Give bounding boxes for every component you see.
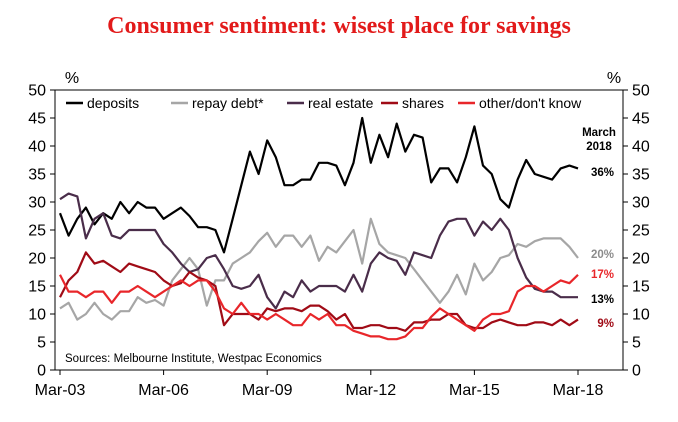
series-line-shares: [59, 251, 579, 332]
y-tick-label-right: 10: [632, 307, 650, 324]
y-axis-right: 0 5 10 15 20 25 30 35 40 45 50: [623, 83, 650, 380]
y-axis-unit-right: %: [607, 70, 621, 87]
end-labels: 36% 20% 13% 9% 17%: [591, 167, 614, 330]
y-tick-label-right: 45: [632, 111, 650, 128]
legend-label: repay debt*: [192, 95, 264, 111]
y-tick-label-left: 5: [37, 335, 46, 352]
end-label: 36%: [591, 167, 614, 179]
y-tick-label-left: 45: [28, 111, 46, 128]
end-label: 17%: [591, 269, 614, 281]
legend-label: deposits: [87, 95, 139, 111]
end-label: 9%: [597, 318, 614, 330]
x-axis: Mar-03 Mar-06 Mar-09 Mar-12 Mar-15 Mar-18: [35, 370, 604, 399]
y-tick-label-left: 20: [28, 251, 46, 268]
chart-title: Consumer sentiment: wisest place for sav…: [107, 13, 571, 39]
y-tick-label-left: 50: [28, 83, 46, 100]
y-tick-label-right: 20: [632, 251, 650, 268]
y-tick-label-right: 25: [632, 223, 650, 240]
source-note: Sources: Melbourne Institute, Westpac Ec…: [65, 353, 322, 365]
x-tick-label: Mar-03: [35, 382, 86, 399]
y-tick-label-right: 5: [632, 335, 641, 352]
end-label: 13%: [591, 294, 614, 306]
y-tick-label-left: 35: [28, 167, 46, 184]
x-tick-label: Mar-09: [242, 382, 293, 399]
x-tick-label: Mar-18: [553, 382, 604, 399]
y-tick-label-left: 15: [28, 279, 46, 296]
y-tick-label-left: 30: [28, 195, 46, 212]
series-line-deposits: [58, 116, 579, 254]
legend-label: other/don't know: [479, 95, 582, 111]
y-tick-label-right: 35: [632, 167, 650, 184]
y-tick-label-left: 0: [37, 363, 46, 380]
legend-label: shares: [402, 95, 444, 111]
x-tick-label: Mar-15: [449, 382, 500, 399]
legend: deposits repay debt* real estate shares othe…: [66, 95, 582, 111]
series-line-real-estate: [59, 192, 578, 310]
x-tick-label: Mar-12: [345, 382, 396, 399]
y-tick-label-right: 50: [632, 83, 650, 100]
y-tick-label-right: 30: [632, 195, 650, 212]
y-tick-label-left: 10: [28, 307, 46, 324]
y-tick-label-right: 0: [632, 363, 641, 380]
annotation-header-year: 2018: [586, 141, 612, 153]
x-tick-label: Mar-06: [138, 382, 189, 399]
series-line-other-don-t-know: [59, 274, 579, 341]
y-tick-label-left: 25: [28, 223, 46, 240]
legend-label: real estate: [308, 95, 374, 111]
annotation-header-month: March: [582, 127, 616, 139]
y-tick-label-right: 15: [632, 279, 650, 296]
series-lines: [58, 116, 579, 341]
y-axis-left: 0 5 10 15 20 25 30 35 40 45 50: [28, 83, 55, 380]
end-label: 20%: [591, 249, 614, 261]
y-tick-label-left: 40: [28, 139, 46, 156]
y-axis-unit-left: %: [65, 70, 79, 87]
series-line-repay-debt: [59, 217, 579, 321]
y-tick-label-right: 40: [632, 139, 650, 156]
